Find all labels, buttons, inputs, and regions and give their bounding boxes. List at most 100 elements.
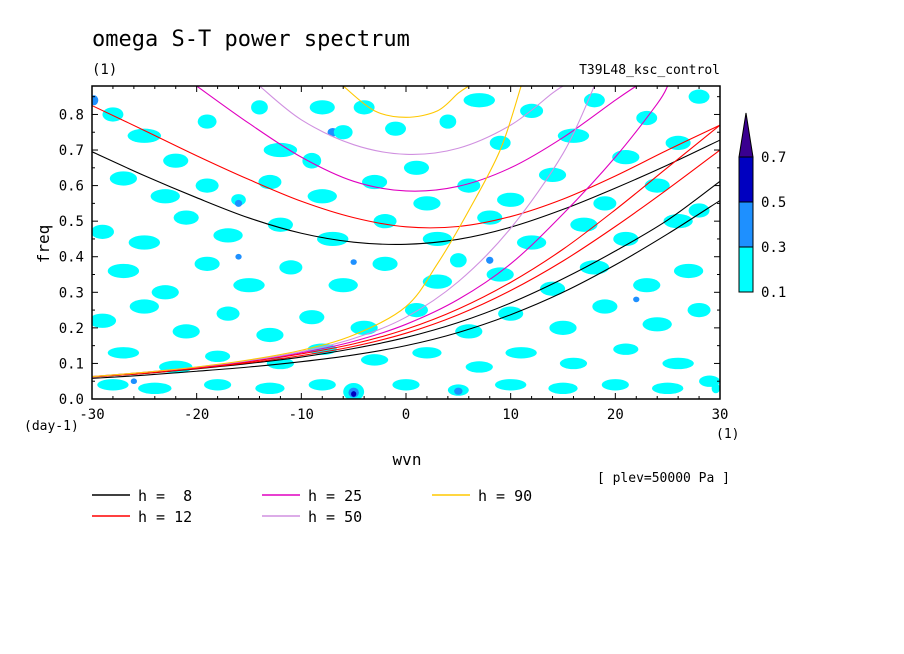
x-tick-label: 30 xyxy=(712,407,729,423)
contour-patch-93 xyxy=(138,382,172,395)
legend-label-3: h = 50 xyxy=(308,508,362,526)
legend-label-0: h = 8 xyxy=(138,487,192,505)
y-tick-label: 0.4 xyxy=(59,250,84,266)
contour-patch-9 xyxy=(333,125,353,140)
x-tick-label: 10 xyxy=(502,407,519,423)
dispersion-curve-h8-0 xyxy=(92,139,720,245)
y-tick-label: 0.6 xyxy=(59,179,84,195)
x-tick-label: 0 xyxy=(402,407,410,423)
legend-label-1: h = 12 xyxy=(138,508,192,526)
contour-patch-19 xyxy=(612,150,640,165)
y-tick-label: 0.5 xyxy=(59,214,84,230)
contour-patch-95 xyxy=(255,382,285,395)
contour-patch-45 xyxy=(373,214,397,229)
contour-patch-43 xyxy=(267,217,293,232)
run-label: T39L48_ksc_control xyxy=(579,63,720,78)
contour-patch-106 xyxy=(651,382,684,395)
contour-patch-111 xyxy=(235,253,242,260)
dispersion-curve-h25-6 xyxy=(196,86,637,192)
legend-label-2: h = 25 xyxy=(308,487,362,505)
contour-patch-14 xyxy=(463,93,495,108)
contour-patch-36 xyxy=(593,196,617,211)
colorbar-extend-triangle xyxy=(738,112,754,158)
contour-patch-67 xyxy=(129,299,159,314)
contour-patch-74 xyxy=(455,324,483,339)
y-tick-label: 0.1 xyxy=(59,356,84,372)
contour-patch-37 xyxy=(644,178,670,193)
contour-patch-57 xyxy=(328,278,358,293)
contour-patch-108 xyxy=(711,383,720,394)
contour-patch-89 xyxy=(559,357,588,370)
contour-patch-28 xyxy=(231,194,246,206)
contour-patch-66 xyxy=(92,313,117,328)
contour-patch-22 xyxy=(688,89,710,104)
dispersion-curve-h90-11 xyxy=(92,86,522,378)
colorbar-band-1 xyxy=(738,201,754,248)
level-note: [ plev=50000 Pa ] xyxy=(597,471,730,486)
contour-patch-53 xyxy=(151,285,179,300)
contour-patch-68 xyxy=(172,324,200,339)
colorbar-label: 0.5 xyxy=(761,195,786,211)
contour-patch-80 xyxy=(107,347,140,359)
colorbar-label: 0.3 xyxy=(761,240,786,256)
x-tick-label: -20 xyxy=(184,407,209,423)
contour-patch-50 xyxy=(613,231,639,247)
contour-patch-3 xyxy=(163,153,189,168)
contour-patch-42 xyxy=(213,228,243,243)
contour-patch-88 xyxy=(505,347,537,359)
contour-patch-21 xyxy=(665,135,691,151)
contour-patch-59 xyxy=(422,274,453,289)
contour-patch-40 xyxy=(128,235,161,250)
contour-patch-0 xyxy=(92,95,99,106)
contour-patch-55 xyxy=(233,278,265,293)
colorbar-band-2 xyxy=(738,156,754,203)
contour-patch-102 xyxy=(454,387,463,395)
contour-patch-30 xyxy=(307,189,337,204)
dispersion-curve-h50-8 xyxy=(259,86,564,155)
contour-patch-52 xyxy=(107,263,140,279)
contour-patch-110 xyxy=(350,259,357,265)
contour-patch-38 xyxy=(688,203,710,218)
y-tick-label: 0.8 xyxy=(59,107,84,123)
contour-patch-76 xyxy=(549,320,577,335)
contour-patch-26 xyxy=(150,189,180,204)
y-axis-label: freq xyxy=(34,225,53,264)
contour-patch-27 xyxy=(195,178,219,193)
y-tick-label: 0.7 xyxy=(59,143,84,159)
contour-patch-71 xyxy=(299,310,325,325)
contour-patch-70 xyxy=(256,327,284,343)
y-axis-unit: (day-1) xyxy=(24,419,79,434)
contour-patch-46 xyxy=(422,231,453,247)
contour-patch-17 xyxy=(557,128,590,143)
x-axis-label: wvn xyxy=(393,450,422,469)
dispersion-curves-layer xyxy=(92,86,720,379)
x-axis-unit: (1) xyxy=(716,427,739,442)
contour-patch-112 xyxy=(486,256,494,264)
contour-patch-35 xyxy=(538,167,567,183)
legend-label-4: h = 90 xyxy=(478,487,532,505)
contour-patch-5 xyxy=(251,100,268,115)
contour-patch-96 xyxy=(308,379,336,391)
contour-patch-62 xyxy=(539,281,566,296)
contour-patch-90 xyxy=(613,343,639,355)
colorbar: 0.1 0.3 0.5 0.7 xyxy=(738,112,786,301)
contour-patch-87 xyxy=(465,361,493,373)
contour-patch-104 xyxy=(548,382,578,395)
x-tick-label: 20 xyxy=(607,407,624,423)
contour-patch-61 xyxy=(486,267,514,282)
contour-patch-94 xyxy=(203,379,232,391)
contour-patch-85 xyxy=(360,354,389,366)
contour-patch-113 xyxy=(633,296,640,303)
contour-patch-49 xyxy=(570,217,598,232)
contour-patch-11 xyxy=(385,121,406,136)
contour-patch-86 xyxy=(412,347,442,359)
contour-patch-114 xyxy=(130,378,138,385)
contour-patch-73 xyxy=(404,302,428,318)
contour-patch-64 xyxy=(633,278,661,293)
contour-fill-layer xyxy=(92,89,720,399)
contour-patch-56 xyxy=(279,260,303,275)
contour-patch-99 xyxy=(351,391,357,397)
legend: h = 8 h = 12 h = 25 h = 50 h = 90 xyxy=(92,487,532,526)
contour-patch-24 xyxy=(302,152,322,169)
